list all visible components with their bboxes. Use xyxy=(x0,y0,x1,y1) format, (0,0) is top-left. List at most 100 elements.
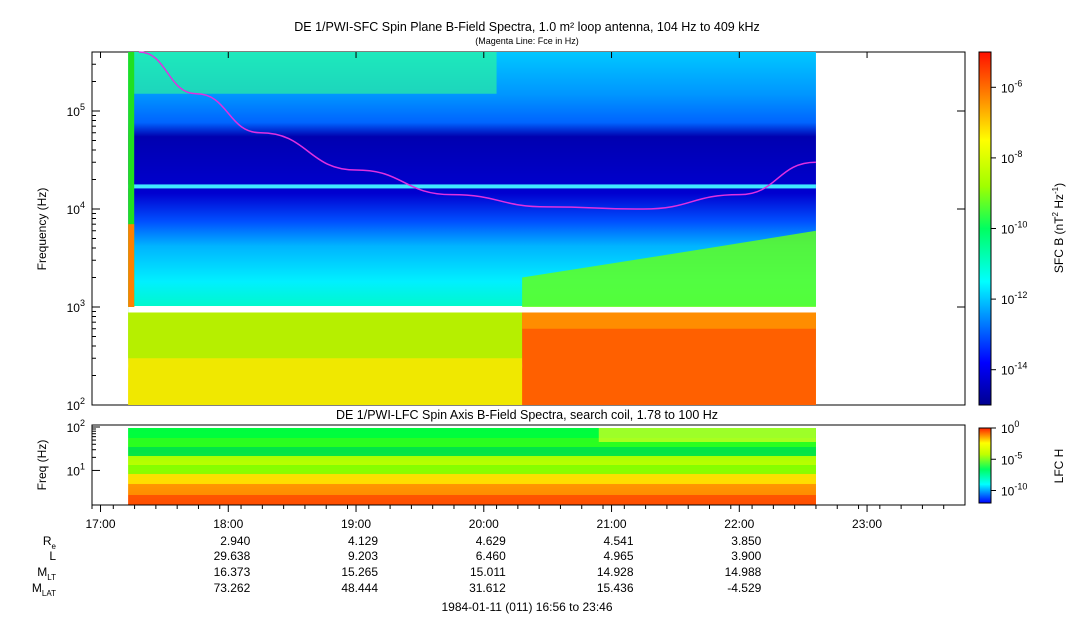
time-axis: 17:00 18:00 19:00 20:00 21:00 22:00 23:00 xyxy=(86,52,965,531)
sfc-colorbar-tick-exp: -12 xyxy=(1014,290,1027,300)
main-title: DE 1/PWI-SFC Spin Plane B-Field Spectra,… xyxy=(294,20,760,34)
sfc-colorbar-tick-label: 10-12 xyxy=(1001,290,1027,307)
lfc-y-tick-label: 101 xyxy=(67,461,85,478)
time-tick-label: 21:00 xyxy=(597,517,627,531)
lfc-y-tick-label: 102 xyxy=(67,418,85,435)
lfc-colorbar-tick-exp: -5 xyxy=(1014,450,1022,460)
lfc-band xyxy=(128,428,816,438)
ephemeris-value: 9.203 xyxy=(348,549,378,563)
ephemeris-value: 4.129 xyxy=(348,534,378,548)
lfc-y-tick-base: 10 xyxy=(67,421,81,435)
lfc-y-tick-exp: 2 xyxy=(80,418,85,428)
lfc-colorbar-tick-label: 100 xyxy=(1001,419,1019,436)
ephemeris-value: 2.940 xyxy=(220,534,250,548)
lfc-colorbar-tick-base: 10 xyxy=(1001,422,1015,436)
time-tick-label: 18:00 xyxy=(213,517,243,531)
lower-title: DE 1/PWI-LFC Spin Axis B-Field Spectra, … xyxy=(336,408,718,422)
sfc-y-tick-exp: 2 xyxy=(80,396,85,406)
lfc-y-tick-exp: 1 xyxy=(80,461,85,471)
time-tick-label: 17:00 xyxy=(86,517,116,531)
ephemeris-value: 4.629 xyxy=(476,534,506,548)
sfc-y-label: Frequency (Hz) xyxy=(35,188,49,271)
sfc-colorbar-tick-label: 10-10 xyxy=(1001,220,1027,237)
lfc-band xyxy=(128,456,816,465)
ephemeris-row-subscript: LT xyxy=(47,573,56,582)
lfc-colorbar-tick-exp: -10 xyxy=(1014,482,1027,492)
sfc-gap xyxy=(128,306,817,313)
ephemeris-value: 29.638 xyxy=(214,549,251,563)
sfc-colorbar-tick-base: 10 xyxy=(1001,364,1015,378)
sfc-left-edge-low xyxy=(128,224,135,308)
sfc-y-tick-label: 105 xyxy=(67,102,85,119)
sfc-colorbar-tick-label: 10-8 xyxy=(1001,149,1022,166)
lfc-spectrogram xyxy=(128,428,816,505)
sfc-spectrogram xyxy=(128,52,817,405)
lfc-colorbar-tick-exp: 0 xyxy=(1014,419,1019,429)
ephemeris-row-name: M xyxy=(32,581,42,595)
ephemeris-value: 4.541 xyxy=(604,534,634,548)
sfc-low-band-late-top xyxy=(522,311,816,329)
lfc-y-label: Freq (Hz) xyxy=(35,440,49,491)
fce-line xyxy=(138,51,816,210)
time-tick-label: 22:00 xyxy=(724,517,754,531)
ephemeris-row-label: L xyxy=(49,549,56,563)
lfc-colorbar-tick-base: 10 xyxy=(1001,453,1015,467)
lfc-band xyxy=(128,484,816,495)
sfc-colorbar-tick-exp: -6 xyxy=(1014,78,1022,88)
lfc-band xyxy=(128,465,816,474)
sfc-colorbar-tick-base: 10 xyxy=(1001,293,1015,307)
ephemeris-value: -4.529 xyxy=(727,581,761,595)
sfc-y-tick-label: 104 xyxy=(67,200,85,217)
ephemeris-value: 15.011 xyxy=(470,565,506,579)
sfc-colorbar-scale xyxy=(978,51,992,406)
sfc-left-edge xyxy=(128,52,135,308)
footer-time-range: 1984-01-11 (011) 16:56 to 23:46 xyxy=(441,600,612,614)
sfc-colorbar-tick-base: 10 xyxy=(1001,223,1015,237)
ephemeris-value: 3.850 xyxy=(731,534,761,548)
ephemeris-value: 14.928 xyxy=(597,565,634,579)
lfc-band xyxy=(128,495,816,505)
ephemeris-row-label: Re xyxy=(43,534,57,551)
lfc-colorbar-tick-label: 10-5 xyxy=(1001,450,1022,467)
time-tick-label: 20:00 xyxy=(469,517,499,531)
sfc-colorbar-tick-label: 10-14 xyxy=(1001,361,1027,378)
sfc-y-tick-base: 10 xyxy=(67,399,81,413)
sfc-y-tick-label: 102 xyxy=(67,396,85,413)
ephemeris-row-name: R xyxy=(43,534,52,548)
sfc-y-tick-base: 10 xyxy=(67,203,81,217)
ephemeris-value: 31.612 xyxy=(469,581,506,595)
ephemeris-value: 48.444 xyxy=(341,581,378,595)
ephemeris-value: 6.460 xyxy=(476,549,506,563)
sfc-colorbar-tick-exp: -8 xyxy=(1014,149,1022,159)
sfc-late-green-band xyxy=(522,230,816,308)
lfc-band xyxy=(128,438,816,447)
ephemeris-row-name: L xyxy=(49,549,56,563)
sfc-y-tick-label: 103 xyxy=(67,298,85,315)
sfc-y-tick-base: 10 xyxy=(67,301,81,315)
ephemeris-row-label: MLT xyxy=(37,565,56,582)
ephemeris-value: 73.262 xyxy=(214,581,251,595)
ephemeris-value: 15.436 xyxy=(597,581,634,595)
sfc-colorbar-label: SFC B (nT2 Hz-1) xyxy=(1051,183,1066,273)
time-tick-label: 19:00 xyxy=(341,517,371,531)
lfc-colorbar-scale xyxy=(978,427,992,504)
ephemeris-row-subscript: LAT xyxy=(42,589,56,598)
ephemeris-value: 16.373 xyxy=(214,565,251,579)
lfc-colorbar-label: LFC H xyxy=(1052,449,1066,484)
ephemeris-value: 14.988 xyxy=(725,565,762,579)
lfc-band xyxy=(128,474,816,484)
ephemeris-value: 3.900 xyxy=(731,549,761,563)
sfc-colorbar-tick-label: 10-6 xyxy=(1001,78,1022,95)
main-subtitle: (Magenta Line: Fce in Hz) xyxy=(475,36,579,46)
sfc-early-top-band xyxy=(128,52,497,94)
lfc-colorbar-tick-label: 10-10 xyxy=(1001,482,1027,499)
